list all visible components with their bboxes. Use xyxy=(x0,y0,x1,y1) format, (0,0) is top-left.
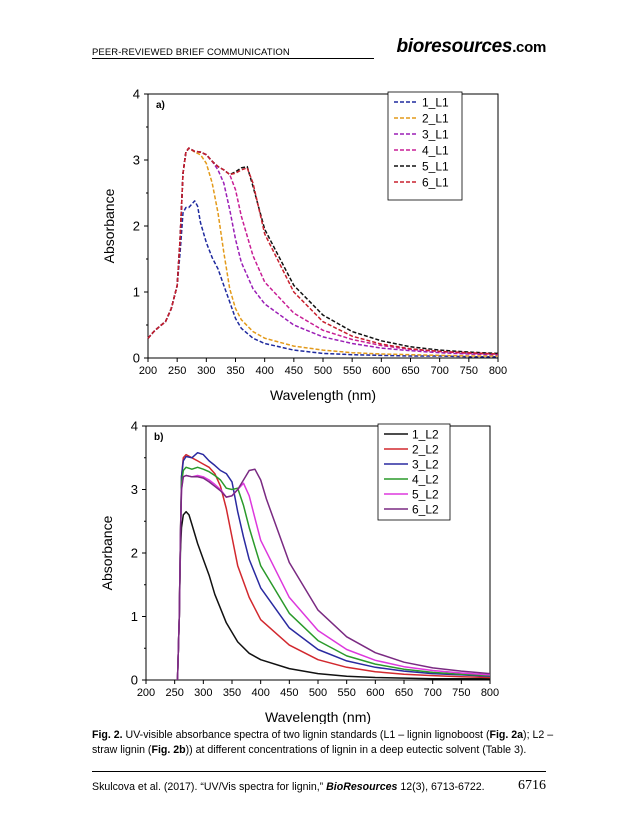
series-line-2_L2 xyxy=(176,453,491,681)
x-tick-label-b-300: 300 xyxy=(194,687,212,699)
x-tick-label-a-650: 650 xyxy=(401,365,419,377)
x-tick-label-a-600: 600 xyxy=(372,365,390,377)
series-line-4_L2 xyxy=(176,466,491,681)
legend-label-2_L1: 2_L1 xyxy=(422,112,449,126)
x-tick-label-a-750: 750 xyxy=(460,365,478,377)
legend-label-3_L1: 3_L1 xyxy=(422,128,449,142)
page-number: 6716 xyxy=(518,778,546,793)
header-rule xyxy=(92,58,374,59)
running-header: PEER-REVIEWED BRIEF COMMUNICATION xyxy=(92,47,290,58)
x-tick-label-a-450: 450 xyxy=(285,365,303,377)
y-tick-label-b-0: 0 xyxy=(131,673,138,688)
y-tick-label-a-2: 2 xyxy=(133,219,140,234)
legend-label-1_L2: 1_L2 xyxy=(412,428,439,442)
panel-label-b: b) xyxy=(154,432,163,443)
y-tick-label-a-3: 3 xyxy=(133,153,140,168)
x-tick-label-a-700: 700 xyxy=(430,365,448,377)
x-tick-label-b-650: 650 xyxy=(395,687,413,699)
x-tick-label-b-700: 700 xyxy=(423,687,441,699)
x-tick-label-a-550: 550 xyxy=(343,365,361,377)
journal-logo: bioresources.com xyxy=(396,36,546,58)
legend-label-1_L1: 1_L1 xyxy=(422,96,449,110)
caption-ref-2a: Fig. 2a xyxy=(489,729,524,741)
series-line-1_L1 xyxy=(147,200,498,358)
x-tick-label-b-350: 350 xyxy=(223,687,241,699)
journal-logo-suffix: .com xyxy=(512,39,546,56)
x-tick-label-b-400: 400 xyxy=(251,687,269,699)
y-tick-label-b-1: 1 xyxy=(131,609,138,624)
x-tick-label-b-250: 250 xyxy=(165,687,183,699)
footer-journal: BioResources xyxy=(326,781,398,793)
footer-citation: Skulcova et al. (2017). “UV/Vis spectra … xyxy=(92,781,327,793)
series-line-1_L2 xyxy=(176,510,490,681)
y-tick-label-b-2: 2 xyxy=(131,546,138,561)
x-tick-label-a-250: 250 xyxy=(168,365,186,377)
footer-volume: 12(3), 6713-6722. xyxy=(397,781,485,793)
legend-label-4_L2: 4_L2 xyxy=(412,473,439,487)
series-line-6_L2 xyxy=(176,468,491,681)
legend-label-5_L1: 5_L1 xyxy=(422,160,449,174)
x-tick-label-b-800: 800 xyxy=(481,687,499,699)
figure-caption: Fig. 2. UV-visible absorbance spectra of… xyxy=(92,728,554,758)
y-tick-label-a-4: 4 xyxy=(133,87,140,102)
x-tick-label-b-450: 450 xyxy=(280,687,298,699)
footer-rule xyxy=(92,771,546,772)
y-axis-label-a: Absorbance xyxy=(101,188,117,263)
journal-logo-text: bioresources xyxy=(396,36,513,57)
x-axis-label-a: Wavelength (nm) xyxy=(270,387,376,403)
caption-text-1: UV-visible absorbance spectra of two lig… xyxy=(122,729,490,741)
x-tick-label-a-800: 800 xyxy=(489,365,507,377)
x-tick-label-b-550: 550 xyxy=(337,687,355,699)
y-tick-label-b-4: 4 xyxy=(131,419,138,434)
panel-label-a: a) xyxy=(156,100,165,111)
x-axis-label-b: Wavelength (nm) xyxy=(265,709,371,724)
y-tick-label-a-0: 0 xyxy=(133,351,140,366)
legend-label-3_L2: 3_L2 xyxy=(412,458,439,472)
caption-text-2: ); L2 – straw lignin ( xyxy=(92,729,554,756)
x-tick-label-b-200: 200 xyxy=(137,687,155,699)
series-line-6_L1 xyxy=(147,147,499,355)
y-tick-label-b-3: 3 xyxy=(131,482,138,497)
legend-label-2_L2: 2_L2 xyxy=(412,443,439,457)
chart-panel-a: 200 250 300 350 400 450 500 550 600 650 700 750 800 0… xyxy=(101,87,507,404)
chart-panel-b: 200 250 300 350 400 450 500 550 600 650 700 750 800 0… xyxy=(99,419,499,725)
x-tick-label-a-500: 500 xyxy=(314,365,332,377)
legend-label-6_L1: 6_L1 xyxy=(422,176,449,190)
caption-ref-2b: Fig. 2b xyxy=(151,744,186,756)
legend-label-4_L1: 4_L1 xyxy=(422,144,449,158)
citation-footer: Skulcova et al. (2017). “UV/Vis spectra … xyxy=(92,781,485,793)
y-axis-label-b: Absorbance xyxy=(99,515,115,590)
x-tick-label-a-300: 300 xyxy=(197,365,215,377)
y-tick-label-a-1: 1 xyxy=(133,285,140,300)
x-tick-label-b-500: 500 xyxy=(309,687,327,699)
legend-label-5_L2: 5_L2 xyxy=(412,488,439,502)
series-line-3_L2 xyxy=(176,451,491,681)
legend-label-6_L2: 6_L2 xyxy=(412,503,439,517)
caption-text-3: )) at different concentrations of lignin… xyxy=(185,744,527,756)
x-tick-label-a-200: 200 xyxy=(139,365,157,377)
x-tick-label-a-350: 350 xyxy=(226,365,244,377)
x-tick-label-b-750: 750 xyxy=(452,687,470,699)
legend-box-b xyxy=(377,423,451,521)
x-tick-label-b-600: 600 xyxy=(366,687,384,699)
x-tick-label-a-400: 400 xyxy=(255,365,273,377)
caption-label: Fig. 2. xyxy=(92,729,123,741)
